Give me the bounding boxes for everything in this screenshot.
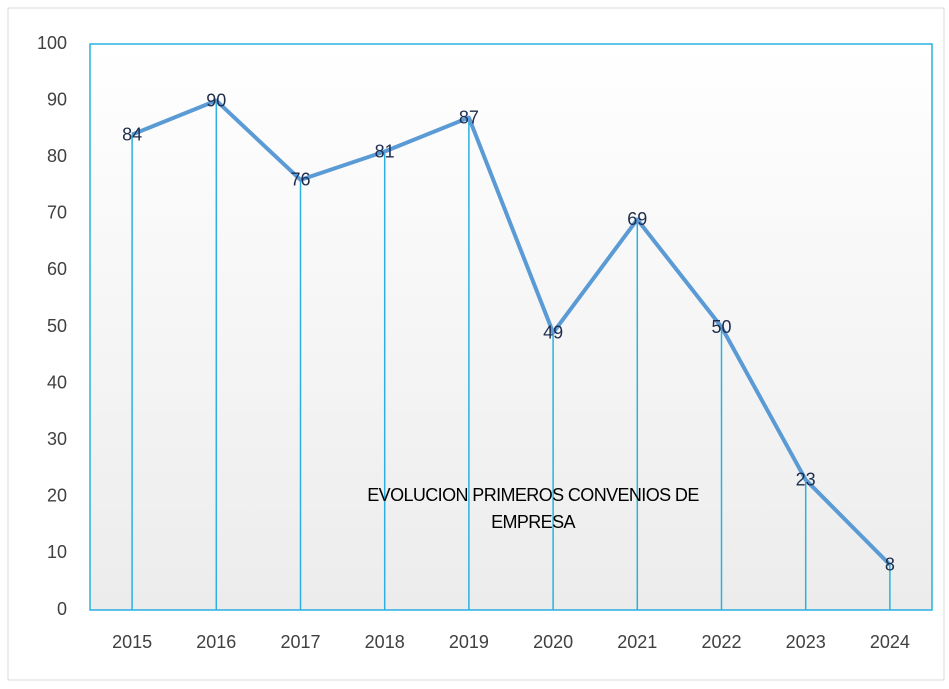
data-label: 50	[711, 317, 731, 337]
x-tick-label: 2024	[870, 632, 910, 652]
y-tick-label: 20	[47, 486, 67, 506]
y-tick-label: 40	[47, 372, 67, 392]
plot-area	[89, 43, 933, 611]
data-line	[131, 98, 892, 567]
y-tick-label: 100	[37, 33, 67, 53]
x-tick-label: 2017	[280, 632, 320, 652]
data-label: 49	[543, 322, 563, 342]
y-tick-label: 10	[47, 542, 67, 562]
y-tick-label: 50	[47, 316, 67, 336]
data-label: 90	[206, 90, 226, 110]
data-label: 23	[796, 470, 816, 490]
chart-title: EVOLUCION PRIMEROS CONVENIOS DE EMPRESA	[367, 485, 699, 532]
x-tick-label: 2021	[617, 632, 657, 652]
y-tick-label: 0	[57, 599, 67, 619]
x-tick-label: 2019	[449, 632, 489, 652]
data-label: 81	[375, 141, 395, 161]
x-tick-label: 2020	[533, 632, 573, 652]
data-label: 76	[290, 170, 310, 190]
x-tick-label: 2022	[701, 632, 741, 652]
y-tick-label: 60	[47, 259, 67, 279]
data-label: 87	[459, 107, 479, 127]
x-tick-label: 2016	[196, 632, 236, 652]
data-label: 8	[885, 554, 895, 574]
chart-frame	[7, 7, 945, 681]
data-label: 84	[122, 124, 142, 144]
x-tick-label: 2018	[365, 632, 405, 652]
y-tick-label: 70	[47, 203, 67, 223]
y-tick-label: 80	[47, 146, 67, 166]
data-label: 69	[627, 209, 647, 229]
x-tick-label: 2023	[786, 632, 826, 652]
y-tick-label: 90	[47, 89, 67, 109]
y-tick-label: 30	[47, 429, 67, 449]
x-tick-label: 2015	[112, 632, 152, 652]
